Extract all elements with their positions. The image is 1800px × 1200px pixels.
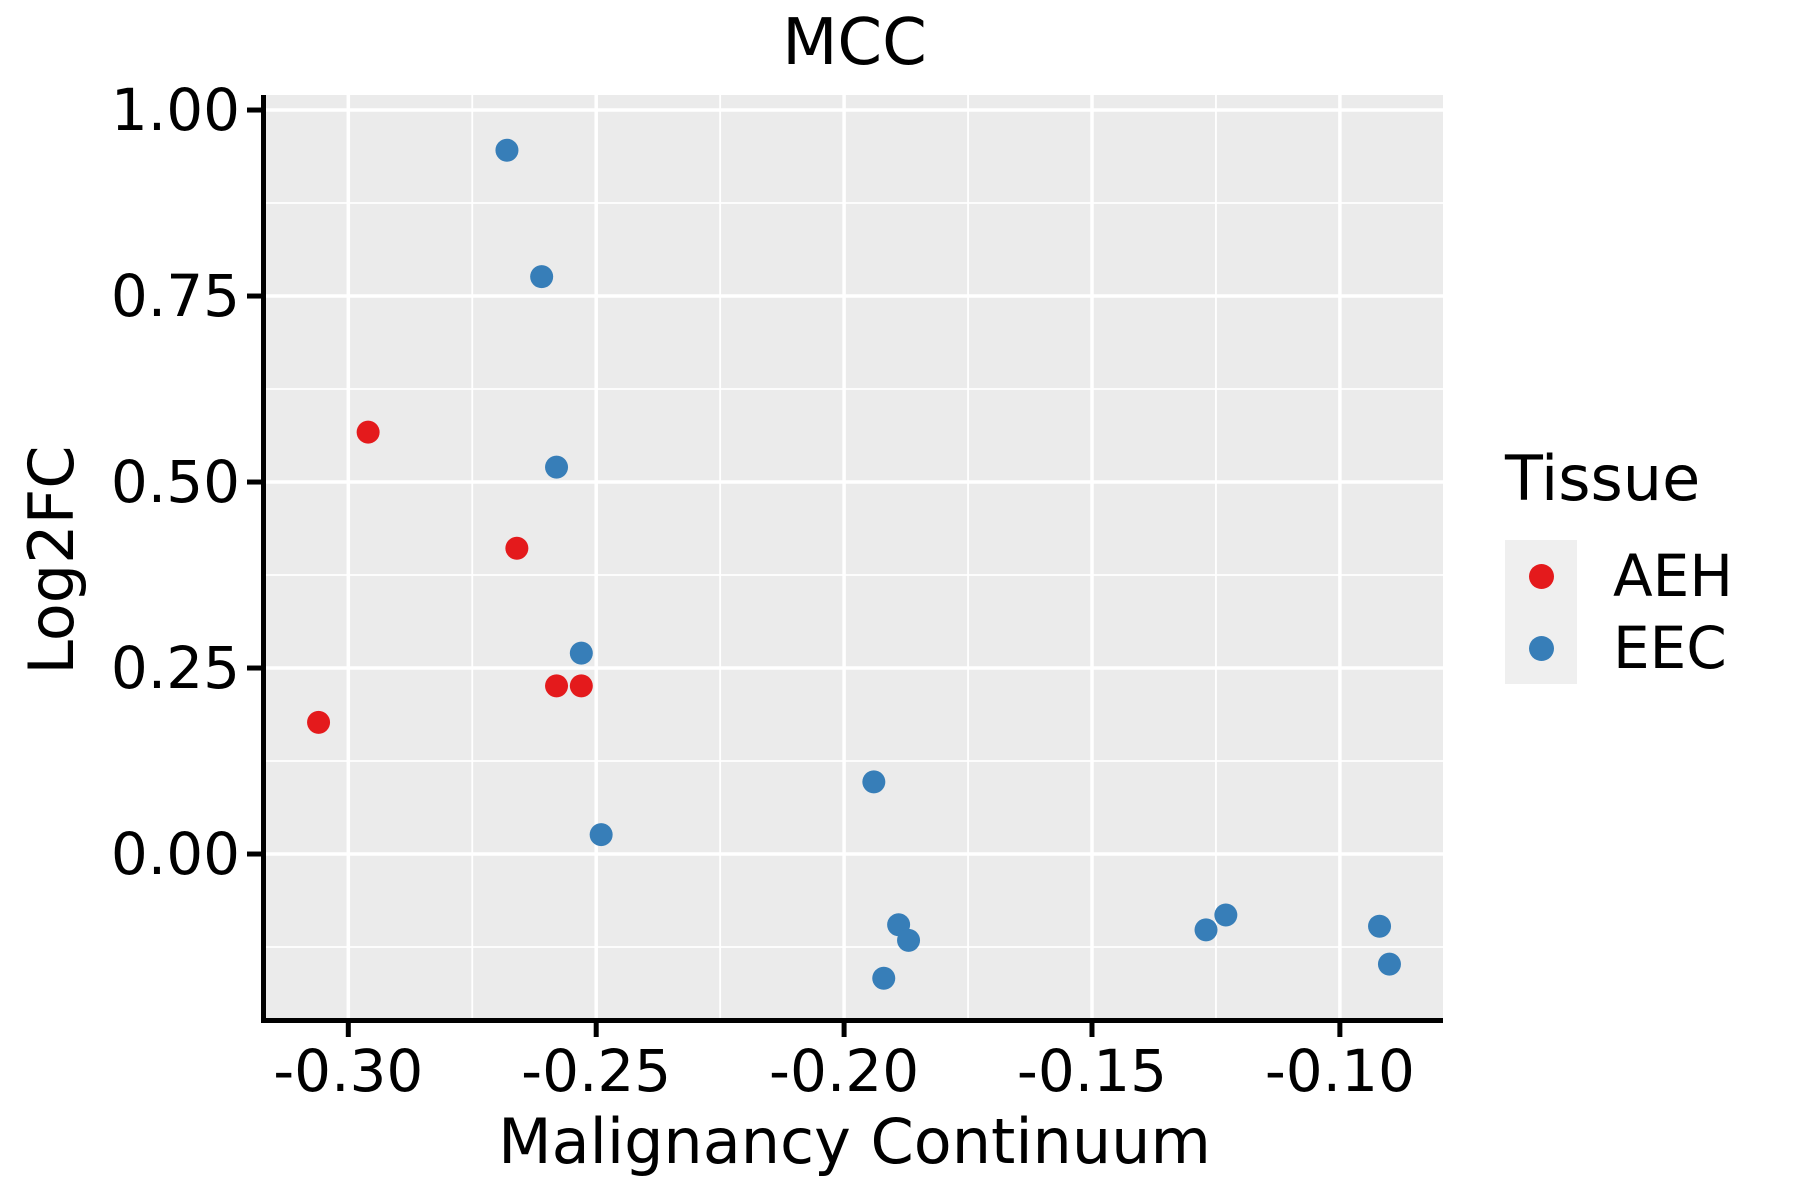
y-axis-tick [247,665,261,671]
x-axis-tick [1337,1023,1343,1037]
x-tick-label: -0.20 [769,1037,920,1105]
legend-entries: AEH EEC [1505,540,1733,685]
data-point-eec [569,641,593,665]
x-tick-label: -0.10 [1264,1037,1415,1105]
data-point-aeh [505,536,529,560]
legend-title: Tissue [1505,442,1701,515]
panel-background [266,95,1443,1018]
legend-entry-label: AEH [1613,542,1733,611]
data-point-eec [530,265,554,289]
x-axis-tick [1089,1023,1095,1037]
y-axis-tick [247,479,261,485]
y-tick-label: 0.75 [110,262,240,331]
legend-dot-aeh [1528,563,1554,589]
legend-entry-eec: EEC [1505,612,1733,685]
data-point-eec [589,823,613,847]
x-tick-label: -0.15 [1016,1037,1167,1105]
x-tick-label: -0.25 [521,1037,672,1105]
data-point-eec [495,138,519,162]
data-point-eec [1214,903,1238,927]
data-point-eec [897,928,921,952]
data-point-aeh [356,420,380,444]
y-axis-tick [247,851,261,857]
x-axis-line [261,1018,1443,1023]
plot-title: MCC [782,6,927,80]
legend-entry-aeh: AEH [1505,540,1733,613]
data-point-aeh [307,710,331,734]
y-axis-line [261,95,266,1023]
y-tick-label: 0.50 [110,448,240,517]
y-axis-tick [247,293,261,299]
y-axis-title: Log2FC [15,445,88,675]
data-point-eec [1194,918,1218,942]
data-point-eec [1368,914,1392,938]
x-axis-tick [593,1023,599,1037]
legend-dot-eec [1528,635,1554,661]
legend: Tissue AEH EEC [1505,442,1733,685]
data-point-eec [872,966,896,990]
y-tick-label: 0.25 [110,634,240,703]
data-point-aeh [569,674,593,698]
data-point-eec [545,455,569,479]
y-tick-label: 0.00 [110,820,240,889]
legend-entry-label: EEC [1613,614,1727,683]
data-point-eec [862,770,886,794]
legend-key [1505,540,1577,613]
y-tick-label: 1.00 [110,76,240,145]
x-tick-label: -0.30 [273,1037,424,1105]
x-axis-title: Malignancy Continuum [498,1105,1211,1178]
x-axis-tick [841,1023,847,1037]
data-point-eec [1377,952,1401,976]
data-point-aeh [545,674,569,698]
legend-key [1505,612,1577,685]
x-axis-tick [345,1023,351,1037]
y-axis-tick [247,107,261,113]
